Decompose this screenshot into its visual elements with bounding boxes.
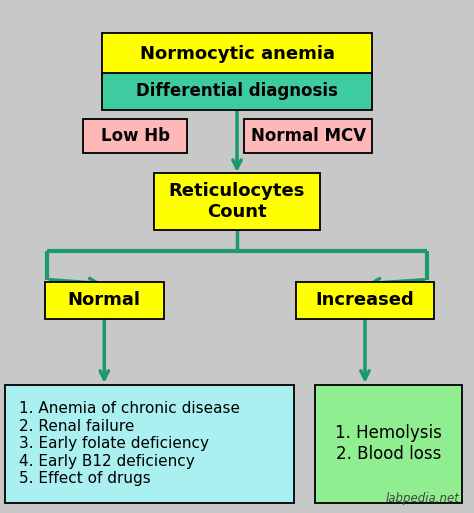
FancyBboxPatch shape <box>83 120 187 153</box>
FancyBboxPatch shape <box>45 282 164 319</box>
Text: Normal: Normal <box>68 291 141 309</box>
FancyBboxPatch shape <box>5 385 294 503</box>
FancyBboxPatch shape <box>296 282 434 319</box>
Text: Normocytic anemia: Normocytic anemia <box>139 45 335 63</box>
FancyBboxPatch shape <box>315 385 462 503</box>
Text: Differential diagnosis: Differential diagnosis <box>136 82 338 101</box>
Text: Increased: Increased <box>316 291 414 309</box>
Text: Low Hb: Low Hb <box>100 127 170 145</box>
Text: Reticulocytes
Count: Reticulocytes Count <box>169 182 305 221</box>
FancyBboxPatch shape <box>154 173 320 230</box>
Text: 1. Anemia of chronic disease
2. Renal failure
3. Early folate deficiency
4. Earl: 1. Anemia of chronic disease 2. Renal fa… <box>19 402 240 486</box>
Text: Normal MCV: Normal MCV <box>251 127 365 145</box>
Text: labpedia.net: labpedia.net <box>386 492 460 505</box>
Text: 1. Hemolysis
2. Blood loss: 1. Hemolysis 2. Blood loss <box>335 424 442 463</box>
FancyBboxPatch shape <box>102 73 372 110</box>
FancyBboxPatch shape <box>244 120 372 153</box>
FancyBboxPatch shape <box>102 33 372 74</box>
